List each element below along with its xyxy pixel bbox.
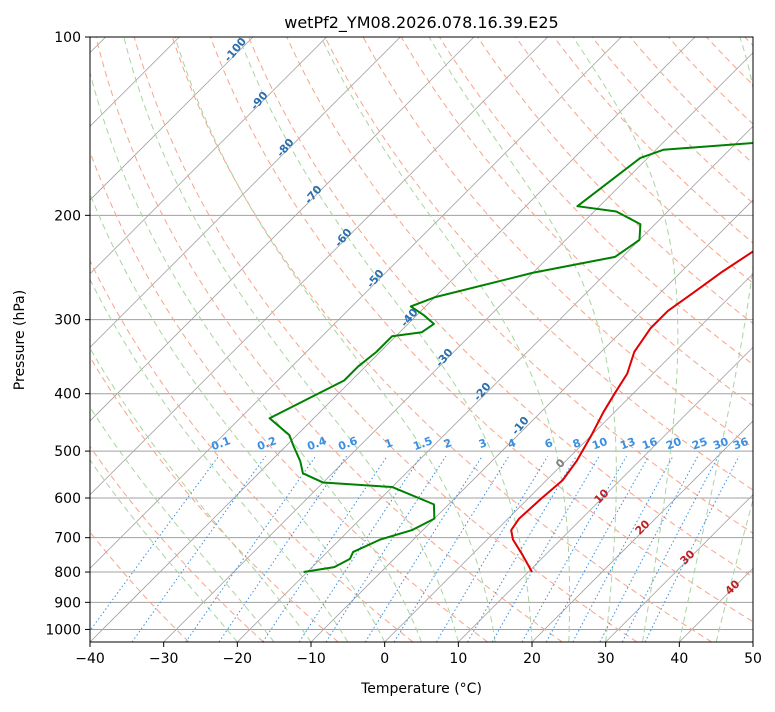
y-tick-label: 100 [54,30,81,46]
x-tick-label: 50 [744,651,762,667]
chart-title: wetPf2_YM08.2026.078.16.39.E25 [284,13,558,33]
y-tick-label: 300 [54,313,81,329]
y-tick-label: 700 [54,531,81,547]
x-tick-label: −40 [75,651,105,667]
y-tick-label: 200 [54,208,81,224]
x-tick-label: 20 [523,651,541,667]
x-tick-label: −20 [223,651,253,667]
x-tick-label: −10 [296,651,326,667]
x-tick-label: 0 [380,651,389,667]
y-tick-label: 500 [54,444,81,460]
x-tick-label: −30 [149,651,179,667]
y-tick-label: 400 [54,387,81,403]
y-tick-label: 900 [54,595,81,611]
x-axis-label: Temperature (°C) [360,681,482,697]
y-tick-label: 1000 [45,622,81,638]
y-tick-label: 800 [54,565,81,581]
y-axis-label: Pressure (hPa) [12,290,28,390]
x-tick-label: 10 [449,651,467,667]
x-tick-label: 40 [670,651,688,667]
x-tick-label: 30 [597,651,615,667]
y-tick-label: 600 [54,491,81,507]
